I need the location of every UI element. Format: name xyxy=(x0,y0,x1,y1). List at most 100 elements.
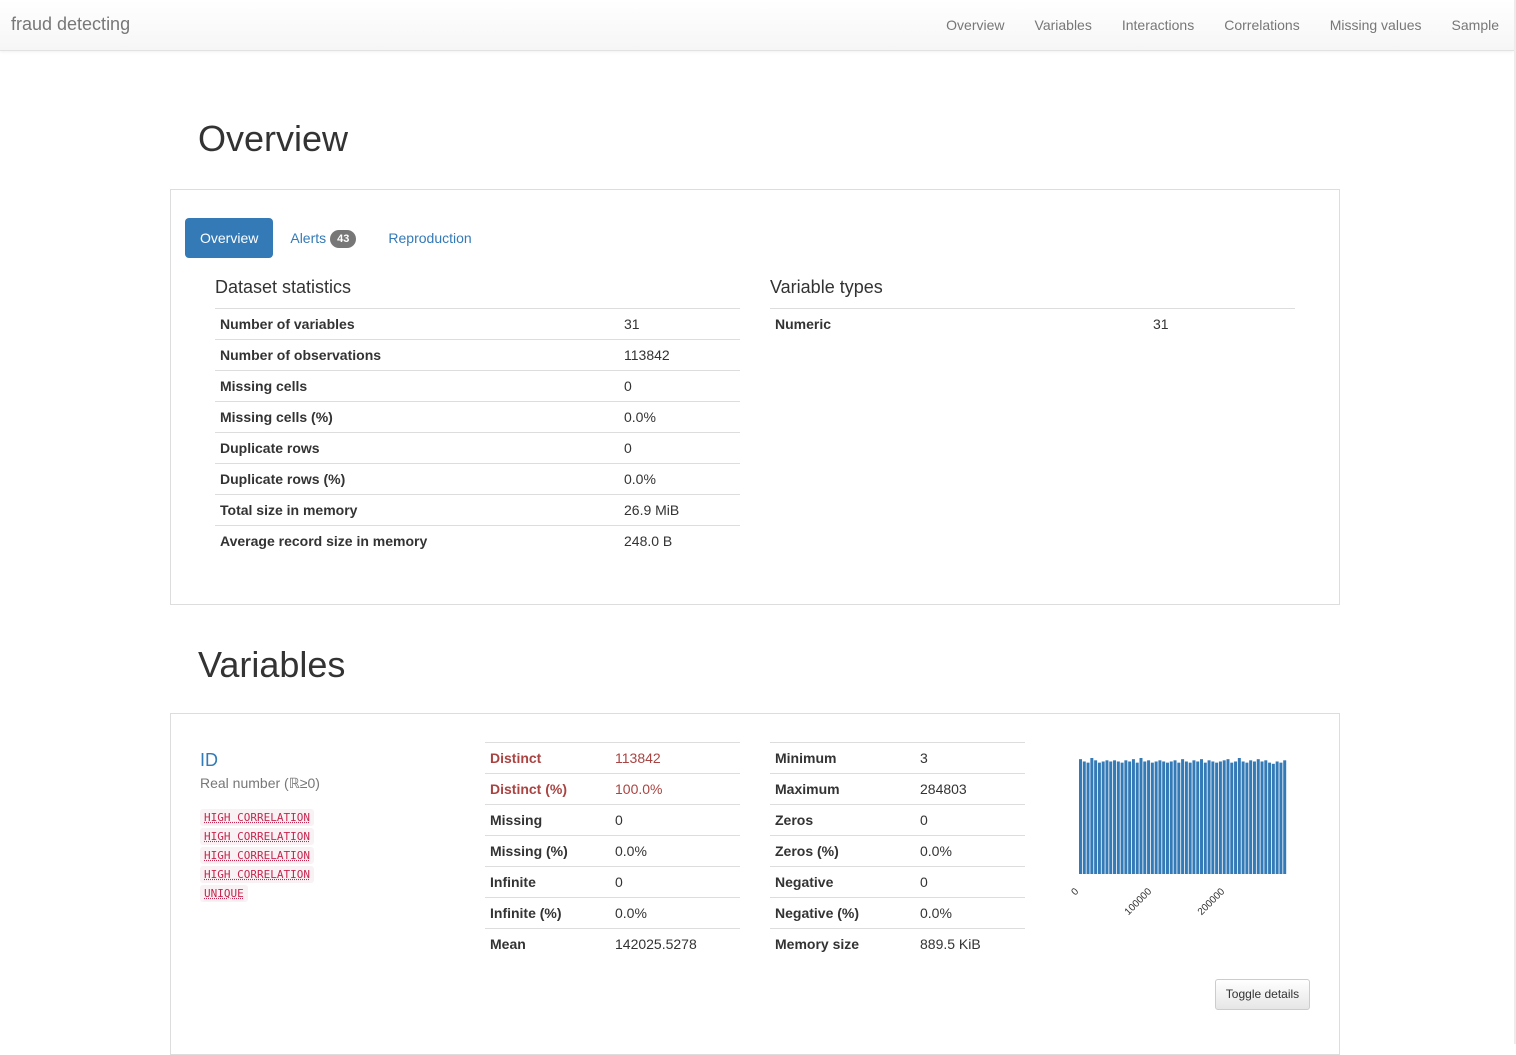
type-value: 31 xyxy=(1148,308,1295,339)
tab-reproduction[interactable]: Reproduction xyxy=(373,218,486,258)
histogram-bar xyxy=(1222,760,1226,874)
stat-value: 0 xyxy=(915,866,1025,898)
histogram-bar xyxy=(1256,759,1260,874)
alert-tag[interactable]: HIGH CORRELATION xyxy=(200,828,314,845)
alert-tag[interactable]: HIGH CORRELATION xyxy=(200,866,314,883)
histogram-bar xyxy=(1211,761,1215,874)
stat-label: Total size in memory xyxy=(215,494,619,526)
histogram-bar xyxy=(1245,762,1249,874)
histogram-bar xyxy=(1154,761,1158,874)
histogram-bar xyxy=(1128,761,1132,874)
stat-label: Minimum xyxy=(770,742,915,774)
stat-value: 113842 xyxy=(610,742,740,774)
variables-title: Variables xyxy=(198,644,346,685)
histogram-bar xyxy=(1279,762,1283,874)
stat-label: Missing cells (%) xyxy=(215,401,619,433)
nav-link-missing-values[interactable]: Missing values xyxy=(1329,17,1422,33)
histogram-bar xyxy=(1116,761,1120,874)
histogram-bar xyxy=(1275,761,1279,874)
histogram-bar xyxy=(1200,759,1203,874)
tab-alerts[interactable]: Alerts 43 xyxy=(275,218,371,258)
histogram-bar xyxy=(1109,761,1113,874)
histogram-bar xyxy=(1184,761,1188,874)
nav-link-interactions[interactable]: Interactions xyxy=(1121,17,1195,33)
overview-tabs: Overview Alerts 43 Reproduction xyxy=(185,218,489,258)
brand-title[interactable]: fraud detecting xyxy=(11,14,131,34)
alert-tag[interactable]: HIGH CORRELATION xyxy=(200,809,314,826)
histogram-bar xyxy=(1162,761,1166,874)
histogram-bar xyxy=(1264,760,1268,874)
x-tick-label: 200000 xyxy=(1196,886,1228,918)
stat-label: Missing (%) xyxy=(485,835,610,867)
stat-value: 113842 xyxy=(619,339,740,371)
histogram-bar xyxy=(1147,760,1151,874)
variable-name[interactable]: ID xyxy=(200,750,218,770)
stat-value: 248.0 B xyxy=(619,525,740,556)
stat-value: 3 xyxy=(915,742,1025,774)
table-row: Negative (%) 0.0% xyxy=(770,897,1025,929)
histogram-bar xyxy=(1113,760,1117,874)
table-row: Memory size 889.5 KiB xyxy=(770,928,1025,959)
histogram-bar xyxy=(1196,761,1200,874)
histogram-bar xyxy=(1271,763,1275,874)
histogram-bar xyxy=(1165,762,1169,874)
variable-panel-id: ID Real number (ℝ≥0) HIGH CORRELATION HI… xyxy=(170,713,1340,1055)
stat-label: Mean xyxy=(485,928,610,959)
top-navbar: fraud detecting Overview Variables Inter… xyxy=(0,0,1514,51)
histogram-bar xyxy=(1094,760,1098,874)
variable-stats-left: Distinct 113842 Distinct (%) 100.0% Missin… xyxy=(485,742,740,959)
alert-tag[interactable]: UNIQUE xyxy=(200,885,248,902)
stat-label: Zeros xyxy=(770,804,915,836)
tab-reproduction-label: Reproduction xyxy=(388,230,472,246)
toggle-details-button[interactable]: Toggle details xyxy=(1215,979,1310,1010)
histogram-bar xyxy=(1230,762,1234,874)
stat-value: 0 xyxy=(619,370,740,402)
histogram-bar xyxy=(1192,760,1196,874)
alert-tag[interactable]: HIGH CORRELATION xyxy=(200,847,314,864)
nav-link-correlations[interactable]: Correlations xyxy=(1224,17,1300,33)
stat-value: 142025.5278 xyxy=(610,928,740,959)
table-row: Duplicate rows (%) 0.0% xyxy=(215,463,740,495)
table-row: Maximum 284803 xyxy=(770,773,1025,805)
table-row: Number of variables 31 xyxy=(215,308,740,340)
histogram-bar xyxy=(1139,758,1143,874)
stat-label: Infinite (%) xyxy=(485,897,610,929)
histogram-bar xyxy=(1260,761,1264,874)
stat-label: Distinct xyxy=(485,742,610,774)
histogram-bar xyxy=(1158,760,1162,874)
stat-value: 889.5 KiB xyxy=(915,928,1025,959)
table-row: Duplicate rows 0 xyxy=(215,432,740,464)
table-row: Zeros 0 xyxy=(770,804,1025,836)
table-row: Infinite (%) 0.0% xyxy=(485,897,740,929)
type-label: Numeric xyxy=(770,308,1148,339)
stat-label: Negative (%) xyxy=(770,897,915,929)
dataset-statistics-table: Number of variables 31 Number of observat… xyxy=(215,308,740,556)
stat-value: 284803 xyxy=(915,773,1025,805)
histogram-bar xyxy=(1082,761,1086,874)
tab-overview[interactable]: Overview xyxy=(185,218,274,258)
table-row: Distinct 113842 xyxy=(485,742,740,774)
histogram-bar xyxy=(1218,761,1222,874)
histogram-bar xyxy=(1135,762,1139,874)
stat-value: 0.0% xyxy=(610,897,740,929)
histogram-bar xyxy=(1105,760,1109,874)
tab-overview-label: Overview xyxy=(200,230,259,246)
histogram-bar xyxy=(1086,762,1090,874)
nav-link-overview[interactable]: Overview xyxy=(946,17,1005,33)
table-row: Average record size in memory 248.0 B xyxy=(215,525,740,556)
histogram-bar xyxy=(1143,761,1147,874)
histogram-bar xyxy=(1226,759,1230,874)
scrollbar-track[interactable] xyxy=(1514,0,1516,1044)
nav-link-sample[interactable]: Sample xyxy=(1451,17,1499,33)
stat-value: 0 xyxy=(619,432,740,464)
table-row: Minimum 3 xyxy=(770,742,1025,774)
variable-alert-tags: HIGH CORRELATION HIGH CORRELATION HIGH C… xyxy=(200,809,314,904)
histogram-bar xyxy=(1188,762,1192,874)
histogram-bar xyxy=(1079,759,1082,874)
histogram-bar xyxy=(1237,758,1241,874)
histogram-chart[interactable]: 0 100000 200000 xyxy=(1051,744,1311,944)
stat-value: 100.0% xyxy=(610,773,740,805)
stat-value: 0.0% xyxy=(915,897,1025,929)
stat-label: Average record size in memory xyxy=(215,525,619,556)
nav-link-variables[interactable]: Variables xyxy=(1034,17,1092,33)
